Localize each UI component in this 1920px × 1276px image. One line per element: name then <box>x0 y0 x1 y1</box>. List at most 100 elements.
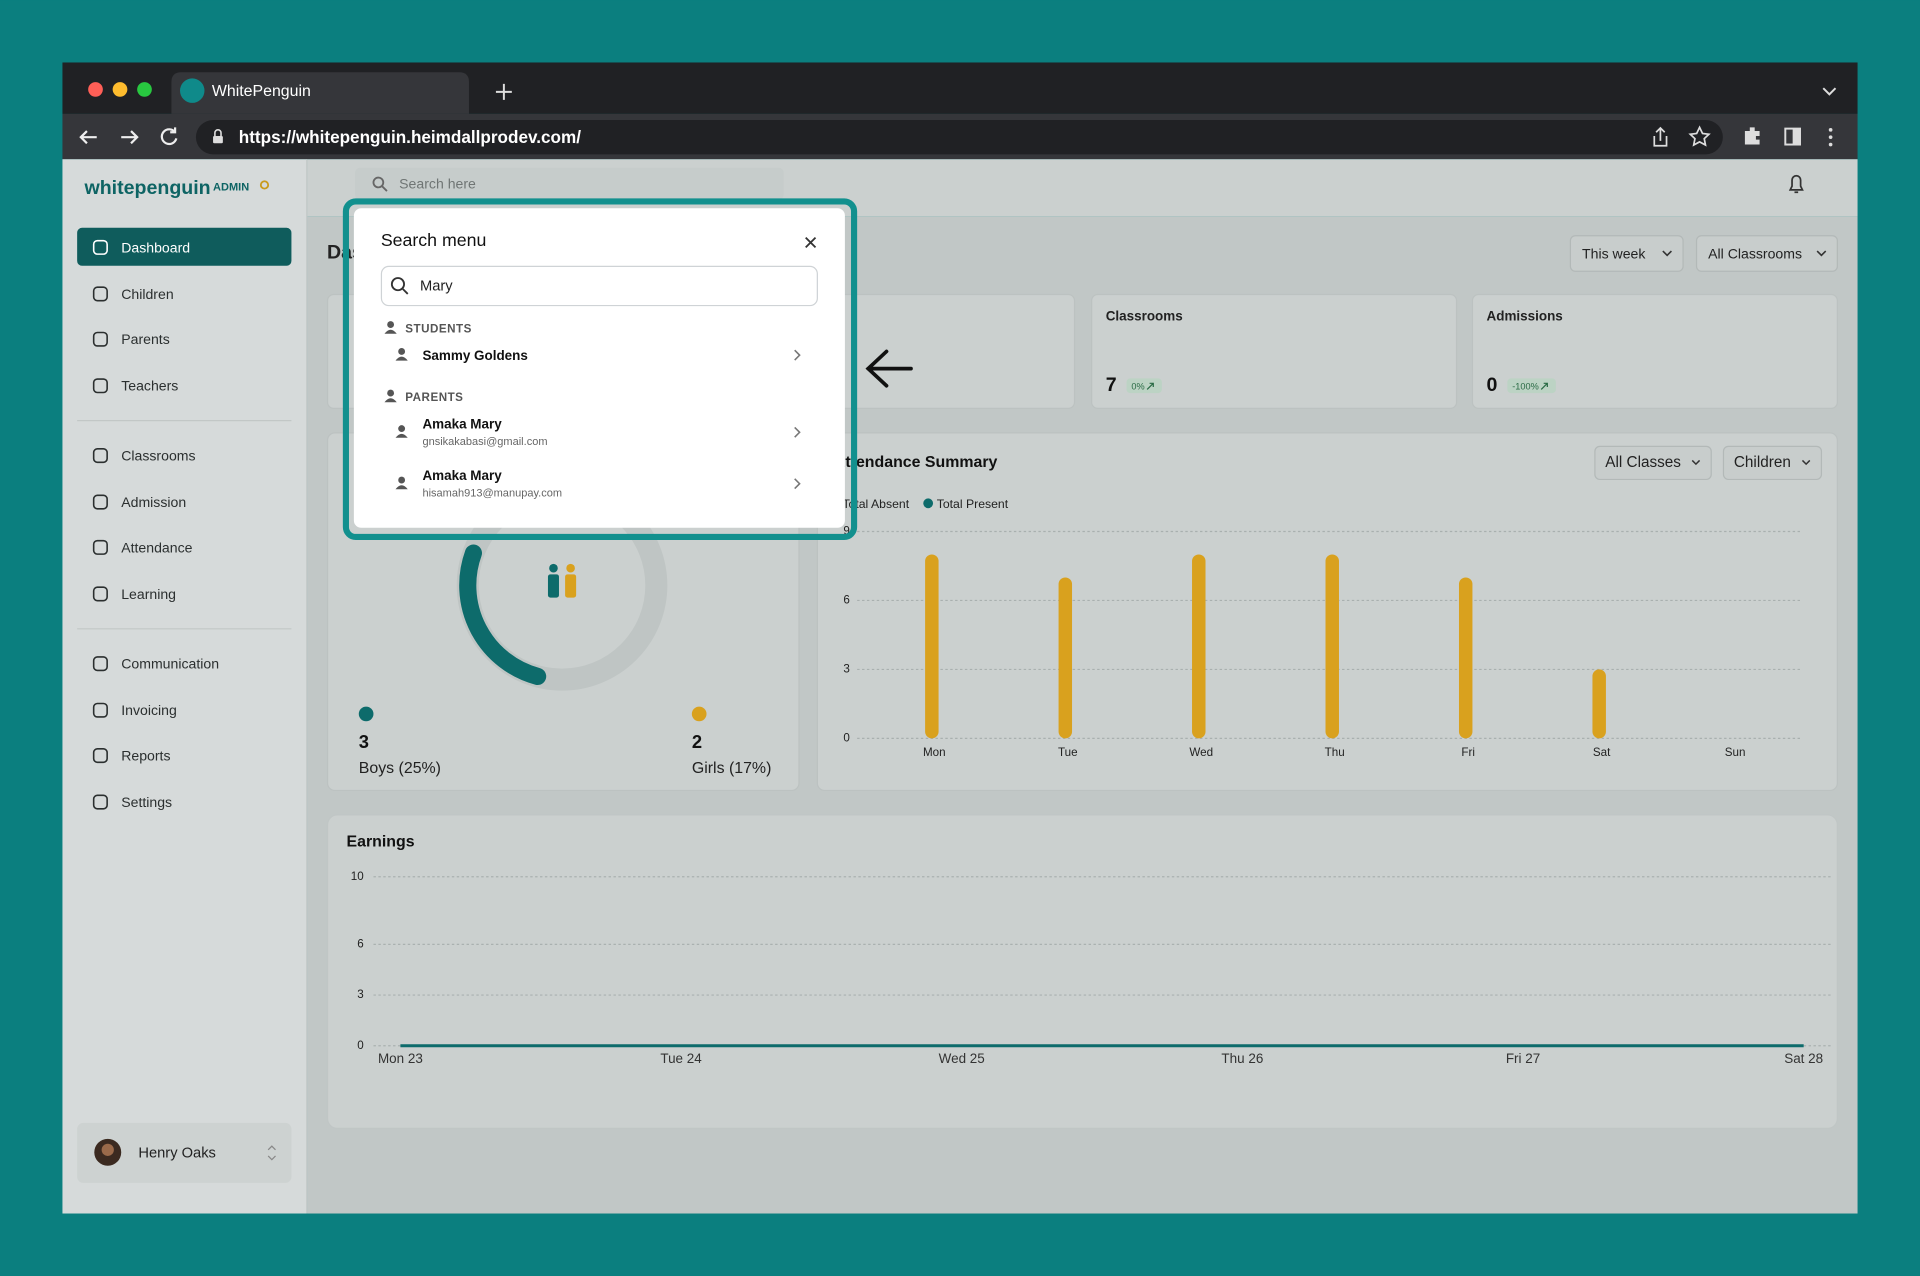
x-tick-label: Sat <box>1593 746 1611 759</box>
x-tick-label: Thu 26 <box>1221 1051 1263 1066</box>
back-button[interactable] <box>79 130 97 145</box>
pointer-arrow <box>865 349 913 388</box>
chart-filter[interactable] <box>1594 445 1712 481</box>
menu-dot[interactable] <box>1828 142 1833 147</box>
chart-title: Attendance Summary <box>834 454 998 471</box>
extensions-icon[interactable] <box>1744 127 1760 145</box>
search-icon <box>390 277 405 292</box>
section-heading: STUDENTS <box>405 323 472 336</box>
legend-dot <box>358 706 374 722</box>
nav-icon <box>92 748 108 764</box>
gender-count: 2 <box>692 731 702 752</box>
user-card[interactable] <box>77 1122 292 1183</box>
person-icon-body <box>395 485 408 490</box>
chevron <box>1801 459 1811 466</box>
bell-icon[interactable] <box>1788 174 1804 194</box>
person-icon-body <box>384 398 397 403</box>
legend-label: Total Present <box>937 497 1009 511</box>
child-icon-body <box>547 574 559 598</box>
filter-dropdown[interactable] <box>1695 235 1838 272</box>
tab[interactable] <box>171 72 469 114</box>
user-chevron <box>267 1145 276 1161</box>
result-chevron <box>794 426 801 438</box>
chevron <box>1816 250 1827 257</box>
stat-change: 0% <box>1131 381 1144 391</box>
modal-search-input[interactable] <box>380 265 818 307</box>
nav-item[interactable]: Admission <box>121 494 186 510</box>
menu-dot[interactable] <box>1828 128 1833 132</box>
legend-label: Total Absent <box>842 497 909 511</box>
stat-card <box>1091 293 1458 410</box>
nav-icon <box>92 794 108 810</box>
close-dot[interactable] <box>88 82 103 97</box>
nav-item[interactable]: Teachers <box>121 378 178 394</box>
new-tab[interactable] <box>495 83 512 100</box>
nav-icon <box>92 378 108 394</box>
share-icon[interactable] <box>1653 126 1668 147</box>
person-icon-head <box>398 425 406 433</box>
nav-item[interactable]: Attendance <box>121 539 192 555</box>
lock-icon <box>213 135 223 144</box>
brand: whitepenguin <box>83 177 210 199</box>
search-icon-handle <box>381 185 388 192</box>
address-bar[interactable] <box>195 120 1723 155</box>
earnings-chart: Earnings 0 3 6 10 Mon 23 Tue 24 Wed 25 Thu 26 Fri… <box>347 834 1832 1066</box>
search-field[interactable] <box>355 167 784 200</box>
nav-item[interactable]: Dashboard <box>121 239 190 255</box>
nav-item[interactable]: Communication <box>121 656 219 672</box>
nav-icon <box>92 656 108 672</box>
stat-change-badge <box>1507 378 1556 394</box>
bookmark-icon[interactable] <box>1688 125 1711 147</box>
gender-chart: 3 Boys (25%) 2 Girls (17%) <box>358 480 772 777</box>
chart-filter[interactable] <box>1722 445 1823 481</box>
search-placeholder: Search here <box>399 176 476 192</box>
y-tick-label: 9 <box>843 525 849 538</box>
nav-item[interactable]: Classrooms <box>121 447 195 463</box>
x-tick-label: Sat 28 <box>1784 1051 1823 1066</box>
close-button[interactable] <box>805 236 817 249</box>
filter-label: This week <box>1582 245 1646 261</box>
person-icon-body <box>395 356 408 361</box>
nav-item[interactable]: Learning <box>121 586 176 602</box>
avatar-face <box>101 1143 114 1156</box>
url[interactable]: https://whitepenguin.heimdallprodev.com/ <box>239 127 581 147</box>
zoom-dot[interactable] <box>137 82 152 97</box>
result-name: Sammy Goldens <box>422 348 527 363</box>
x-tick-label: Thu <box>1325 746 1345 759</box>
nav-item[interactable]: Children <box>121 286 173 302</box>
nav-icon <box>92 331 108 347</box>
result-email: hisamah913@manupay.com <box>422 487 562 499</box>
x-tick-label: Wed <box>1189 746 1213 759</box>
stat-label: Classrooms <box>1106 309 1183 324</box>
menu-dot[interactable] <box>1828 135 1833 140</box>
x-tick-label: Wed 25 <box>939 1051 985 1066</box>
y-tick-label: 0 <box>843 731 850 744</box>
child-icon-head <box>566 563 575 573</box>
x-tick-label: Fri 27 <box>1506 1051 1540 1066</box>
chart-filter-label: Children <box>1734 454 1791 471</box>
nav-item[interactable]: Settings <box>121 794 172 810</box>
filter-dropdown[interactable] <box>1569 235 1684 272</box>
person-icon-head <box>387 321 395 328</box>
nav-icon <box>92 448 108 464</box>
legend-dot <box>691 706 707 722</box>
forward-button[interactable] <box>121 130 139 145</box>
tab-menu[interactable] <box>1822 87 1837 96</box>
stats: Classrooms 7 0% Admissions 0 -100% <box>1091 293 1838 410</box>
chart-filter-label: All Classes <box>1605 454 1681 471</box>
gender-label: Girls (17%) <box>692 760 772 777</box>
attendance-chart: Attendance Summary All Classes Children Tot… <box>828 445 1823 759</box>
person-icon-head <box>387 389 395 397</box>
nav-item[interactable]: Parents <box>121 331 170 347</box>
nav-item[interactable]: Invoicing <box>121 702 177 718</box>
nav-item[interactable]: Reports <box>121 747 170 763</box>
bar <box>1458 577 1473 739</box>
stat-card <box>1471 293 1838 410</box>
result-email: gnsikakabasi@gmail.com <box>422 436 547 448</box>
reload-button[interactable] <box>160 127 178 146</box>
donut-boys <box>459 544 547 685</box>
minimize-dot[interactable] <box>112 82 128 97</box>
search-icon-handle <box>402 288 409 295</box>
earnings-card <box>326 814 1838 1130</box>
nav-icon <box>92 539 108 555</box>
